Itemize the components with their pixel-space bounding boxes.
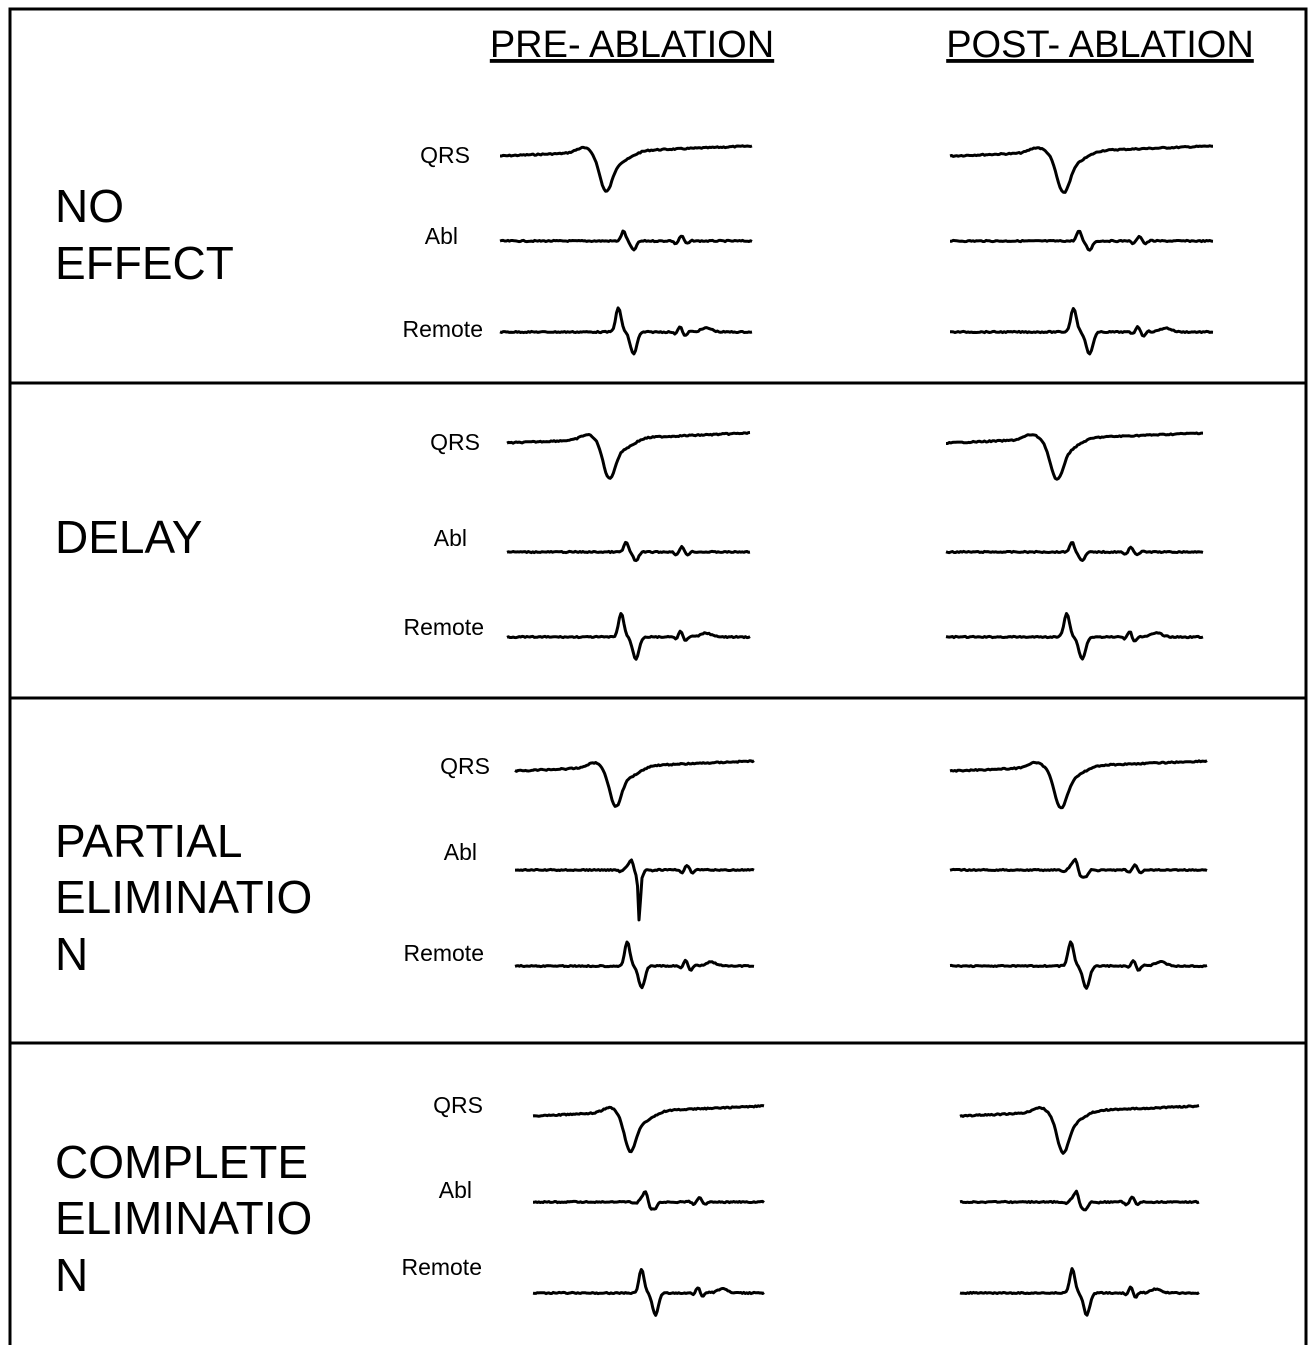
row-label: NO — [55, 180, 124, 232]
trace-label: Abl — [434, 525, 467, 551]
row-label: ELIMINATIO — [55, 1192, 312, 1244]
trace — [514, 940, 755, 990]
row-label: ELIMINATIO — [55, 871, 312, 923]
trace — [532, 1268, 765, 1317]
trace — [949, 759, 1208, 810]
trace-label: Abl — [425, 223, 458, 249]
frame — [8, 7, 1308, 1345]
trace — [506, 431, 751, 480]
trace-label: Remote — [402, 316, 483, 342]
trace — [506, 540, 751, 563]
trace — [945, 541, 1204, 562]
trace — [950, 229, 1214, 252]
trace — [499, 306, 753, 356]
trace — [949, 857, 1208, 879]
trace-label: QRS — [433, 1092, 483, 1118]
trace — [949, 940, 1208, 990]
trace — [949, 144, 1213, 194]
row-label: PARTIAL — [55, 815, 242, 867]
trace-label: Abl — [444, 839, 477, 865]
trace-label: Remote — [403, 940, 484, 966]
row-label: N — [55, 1249, 88, 1301]
column-header: PRE- ABLATION — [490, 24, 774, 66]
trace — [959, 1104, 1200, 1155]
trace-label: Abl — [439, 1177, 472, 1203]
row-label: DELAY — [55, 511, 202, 563]
row-label: N — [55, 928, 88, 980]
trace-label: QRS — [420, 142, 470, 168]
trace — [514, 759, 755, 808]
trace — [500, 144, 753, 193]
trace — [946, 431, 1203, 481]
trace — [506, 612, 751, 661]
trace-label: Remote — [401, 1254, 482, 1280]
column-header: POST- ABLATION — [946, 24, 1254, 66]
trace-label: Remote — [403, 614, 484, 640]
trace — [515, 858, 755, 922]
trace-label: QRS — [440, 753, 490, 779]
trace — [950, 307, 1214, 356]
trace-label: QRS — [430, 429, 480, 455]
trace — [959, 1267, 1200, 1317]
trace — [532, 1190, 765, 1211]
row-label: COMPLETE — [55, 1136, 308, 1188]
row-label: EFFECT — [55, 237, 234, 289]
trace — [959, 1189, 1200, 1212]
trace — [532, 1104, 765, 1154]
trace — [499, 229, 753, 252]
trace — [945, 612, 1204, 661]
